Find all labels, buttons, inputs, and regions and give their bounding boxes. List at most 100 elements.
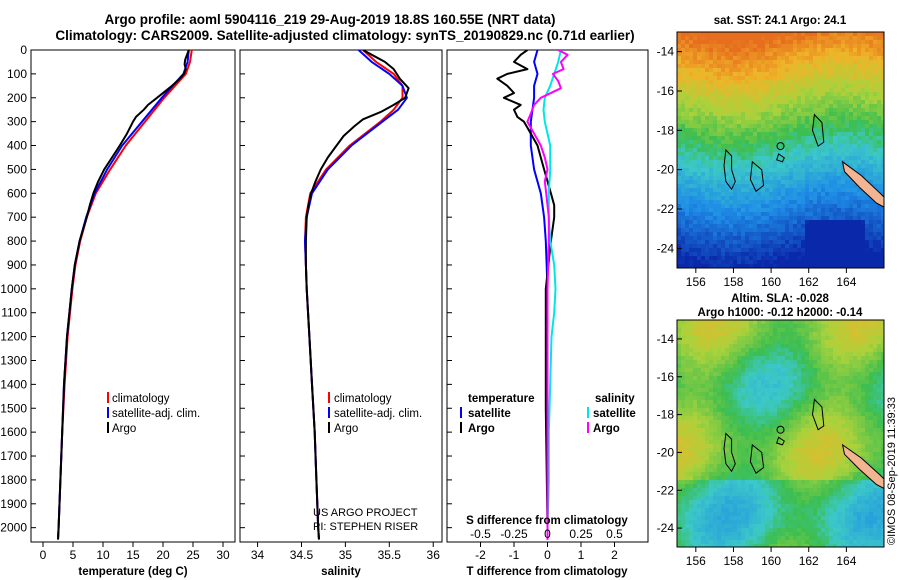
map-cell xyxy=(757,96,761,100)
map-cell xyxy=(737,184,741,188)
map-cell xyxy=(837,324,841,328)
map-cell xyxy=(841,72,845,76)
map-cell xyxy=(789,436,793,440)
map-cell xyxy=(857,388,861,392)
map-cell xyxy=(845,204,849,208)
map-cell xyxy=(773,408,777,412)
map-cell xyxy=(861,416,865,420)
map-cell xyxy=(789,100,793,104)
map-cell xyxy=(685,324,689,328)
map-cell xyxy=(781,396,785,400)
map-cell xyxy=(829,320,833,324)
map-cell xyxy=(769,252,773,256)
map-cell xyxy=(777,416,781,420)
map-cell xyxy=(857,152,861,156)
map-cell xyxy=(689,400,693,404)
map-cell xyxy=(777,332,781,336)
map-cell xyxy=(781,168,785,172)
map-cell xyxy=(689,460,693,464)
map-cell xyxy=(701,44,705,48)
map-cell xyxy=(773,176,777,180)
map-cell xyxy=(765,252,769,256)
map-cell xyxy=(841,184,845,188)
map-cell xyxy=(701,436,705,440)
map-cell xyxy=(757,44,761,48)
map-cell xyxy=(725,232,729,236)
map-cell xyxy=(741,92,745,96)
map-cell xyxy=(741,140,745,144)
map-cell xyxy=(833,424,837,428)
map-cell xyxy=(749,224,753,228)
map-cell xyxy=(785,192,789,196)
map-cell xyxy=(805,236,809,240)
map-cell xyxy=(861,112,865,116)
map-cell xyxy=(785,76,789,80)
map-cell xyxy=(757,424,761,428)
map-cell xyxy=(757,464,761,468)
map-cell xyxy=(729,384,733,388)
map-cell xyxy=(685,116,689,120)
map-cell xyxy=(865,216,869,220)
map-cell xyxy=(733,196,737,200)
map-cell xyxy=(697,160,701,164)
map-cell xyxy=(837,108,841,112)
map-cell xyxy=(873,32,877,36)
map-cell xyxy=(725,256,729,260)
map-cell xyxy=(865,396,869,400)
map-cell xyxy=(725,224,729,228)
map-cell xyxy=(857,248,861,252)
map-cell xyxy=(769,240,773,244)
map-cell xyxy=(837,120,841,124)
map-cell xyxy=(737,36,741,40)
map-cell xyxy=(677,460,681,464)
map-cell xyxy=(737,224,741,228)
map-cell xyxy=(809,156,813,160)
map-cell xyxy=(697,84,701,88)
map-cell xyxy=(677,156,681,160)
map-cell xyxy=(833,432,837,436)
map-cell xyxy=(785,364,789,368)
map-cell xyxy=(805,364,809,368)
map-cell xyxy=(873,60,877,64)
map-cell xyxy=(709,464,713,468)
map-cell xyxy=(685,104,689,108)
map-cell xyxy=(873,340,877,344)
map-cell xyxy=(845,352,849,356)
map-cell xyxy=(697,36,701,40)
map-cell xyxy=(861,420,865,424)
map-cell xyxy=(837,128,841,132)
map-cell xyxy=(837,456,841,460)
map-cell xyxy=(685,60,689,64)
map-cell xyxy=(785,392,789,396)
map-cell xyxy=(865,36,869,40)
map-cell xyxy=(773,96,777,100)
map-cell xyxy=(741,460,745,464)
map-cell xyxy=(697,52,701,56)
map-cell xyxy=(821,64,825,68)
map-cell xyxy=(749,220,753,224)
map-cell xyxy=(825,340,829,344)
map-cell xyxy=(849,332,853,336)
map-cell xyxy=(741,232,745,236)
map-cell xyxy=(685,260,689,264)
map-cell xyxy=(685,144,689,148)
map-cell xyxy=(877,80,881,84)
map-cell xyxy=(801,376,805,380)
map-cell xyxy=(697,428,701,432)
map-cell xyxy=(769,236,773,240)
map-cell xyxy=(833,372,837,376)
map-cell xyxy=(877,376,881,380)
map-cell xyxy=(877,372,881,376)
map-cell xyxy=(693,372,697,376)
map-cell xyxy=(849,212,853,216)
map-cell xyxy=(785,180,789,184)
map-cell xyxy=(713,248,717,252)
map-cell xyxy=(845,336,849,340)
map-cell xyxy=(749,420,753,424)
map-cell xyxy=(753,80,757,84)
map-cell xyxy=(709,168,713,172)
map-cell xyxy=(697,240,701,244)
map-cell xyxy=(689,456,693,460)
map-cell xyxy=(797,224,801,228)
map-cell xyxy=(781,60,785,64)
